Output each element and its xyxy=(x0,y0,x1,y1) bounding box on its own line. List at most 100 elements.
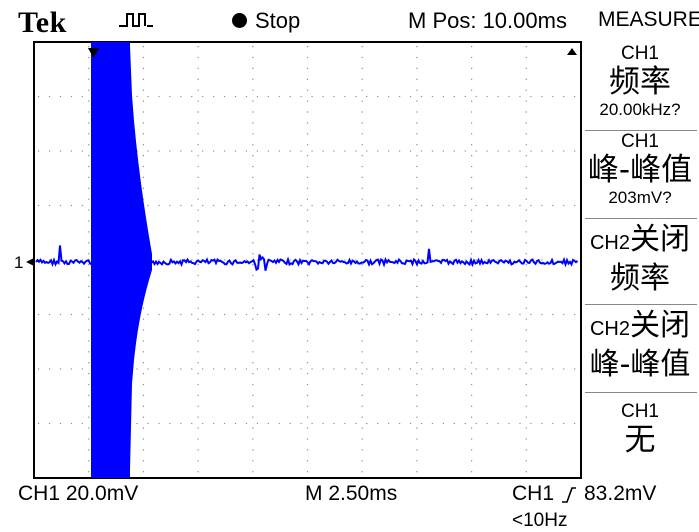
grid-dot xyxy=(416,427,418,429)
grid-dot xyxy=(306,351,309,353)
grid-dot xyxy=(48,150,51,152)
grid-dot xyxy=(306,460,309,462)
grid-dot xyxy=(486,95,488,98)
menu-divider xyxy=(585,392,697,393)
grid-dot xyxy=(70,259,73,261)
grid-dot xyxy=(525,362,527,364)
grid-dot xyxy=(453,422,455,425)
grid-dot xyxy=(197,340,199,342)
grid-dot xyxy=(563,204,565,207)
grid-dot xyxy=(197,220,199,222)
grid-dot xyxy=(213,95,215,98)
grid-dot xyxy=(88,155,90,157)
grid-dot xyxy=(355,95,357,98)
grid-dot xyxy=(361,449,363,451)
grid-dot xyxy=(388,204,390,207)
grid-dot xyxy=(431,368,434,370)
grid-dot xyxy=(252,264,254,266)
grid-dot xyxy=(81,313,83,316)
grid-dot xyxy=(525,296,527,298)
grid-dot xyxy=(180,95,182,98)
grid-dot xyxy=(88,449,90,451)
grid-dot xyxy=(366,368,368,370)
grid-dot xyxy=(541,95,543,98)
grid-dot xyxy=(197,187,199,189)
grid-dot xyxy=(471,351,473,353)
grid-dot xyxy=(256,259,258,261)
measure-slot-2[interactable]: CH1 峰-峰值 203mV? xyxy=(581,132,699,208)
grid-dot xyxy=(38,313,40,316)
measure-slot-5[interactable]: CH1 无 xyxy=(581,402,699,459)
grid-dot xyxy=(158,422,160,425)
grid-dot xyxy=(142,471,144,473)
trigger-frequency: <10Hz xyxy=(512,510,568,531)
grid-dot xyxy=(147,368,149,370)
grid-dot xyxy=(311,150,313,152)
grid-dot xyxy=(377,150,379,152)
grid-dot xyxy=(245,259,248,261)
grid-dot xyxy=(552,368,554,370)
grid-dot xyxy=(142,329,144,331)
grid-dot xyxy=(361,220,363,222)
grid-dot xyxy=(191,368,193,370)
timebase: M 2.50ms xyxy=(305,482,398,505)
grid-dot xyxy=(306,285,309,287)
grid-dot xyxy=(525,46,527,48)
grid-dot xyxy=(377,422,379,425)
grid-dot xyxy=(252,165,254,168)
grid-dot xyxy=(88,296,90,298)
grid-dot xyxy=(420,422,423,425)
grid-dot xyxy=(197,56,199,59)
grid-dot xyxy=(88,405,90,407)
grid-dot xyxy=(453,368,455,370)
grid-dot xyxy=(497,259,499,261)
grid-dot xyxy=(306,438,309,440)
grid-dot xyxy=(416,285,418,287)
grid-dot xyxy=(361,471,363,473)
grid-dot xyxy=(453,204,455,207)
grid-dot xyxy=(361,89,363,91)
grid-dot xyxy=(311,95,313,98)
grid-dot xyxy=(366,204,368,207)
grid-dot xyxy=(256,422,258,425)
grid-dot xyxy=(306,427,309,429)
run-state-icon xyxy=(232,13,247,28)
grid-dot xyxy=(306,253,309,255)
grid-dot xyxy=(197,165,199,168)
measure-slot-4[interactable]: CH2关闭 峰-峰值 xyxy=(581,308,699,383)
grid-dot xyxy=(223,95,226,98)
grid-dot xyxy=(191,150,193,152)
grid-dot xyxy=(525,318,527,320)
grid-dot xyxy=(197,307,199,309)
grid-dot xyxy=(252,438,254,440)
grid-dot xyxy=(388,95,390,98)
grid-dot xyxy=(525,100,527,102)
grid-dot xyxy=(311,368,313,370)
menu-divider xyxy=(585,218,697,219)
grid-dot xyxy=(552,313,554,316)
grid-dot xyxy=(136,422,138,425)
grid-dot xyxy=(48,313,51,316)
measure-slot-1[interactable]: CH1 频率 20.00kHz? xyxy=(581,44,699,120)
grid-dot xyxy=(409,204,412,207)
grid-dot xyxy=(497,422,499,425)
measure-source: CH2 xyxy=(589,232,630,254)
grid-dot xyxy=(300,95,302,98)
measure-state: 关闭 xyxy=(630,222,690,257)
grid-dot xyxy=(361,242,363,244)
grid-dot xyxy=(252,416,254,418)
grid-dot xyxy=(38,422,40,425)
grid-dot xyxy=(361,122,363,124)
grid-dot xyxy=(552,422,554,425)
grid-dot xyxy=(344,259,346,261)
grid-dot xyxy=(252,100,254,102)
grid-dot xyxy=(409,368,412,370)
grid-dot xyxy=(322,313,324,316)
grid-dot xyxy=(70,204,73,207)
grid-dot xyxy=(519,95,521,98)
grid-dot xyxy=(464,95,466,98)
grid-dot xyxy=(475,368,477,370)
measure-slot-3[interactable]: CH2关闭 频率 xyxy=(581,222,699,297)
grid-dot xyxy=(508,368,510,370)
grid-dot xyxy=(81,368,83,370)
